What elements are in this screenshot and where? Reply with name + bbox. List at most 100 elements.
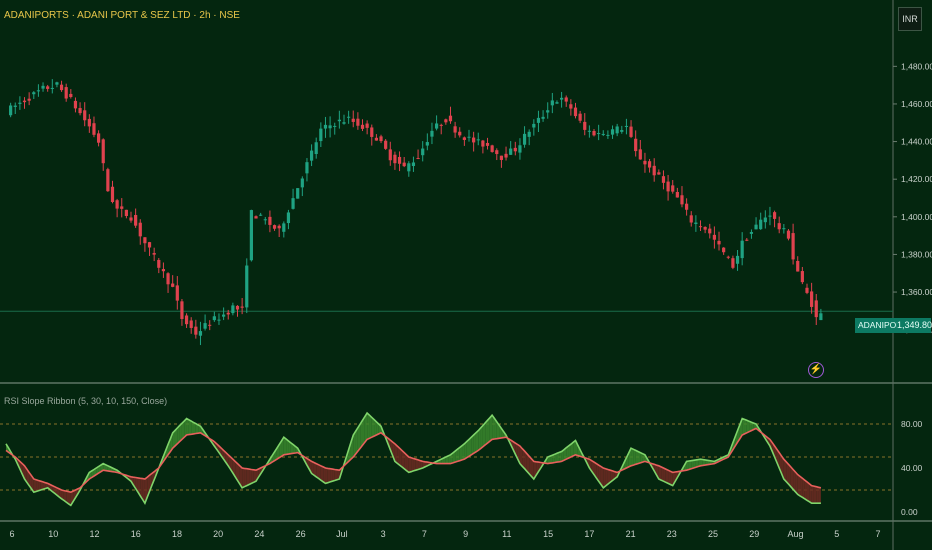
candle-down bbox=[712, 234, 716, 240]
ribbon-segment bbox=[332, 469, 335, 482]
candle-down bbox=[777, 223, 781, 230]
candle-up bbox=[300, 178, 304, 188]
candle-down bbox=[78, 108, 82, 114]
ribbon-segment bbox=[404, 452, 407, 471]
ribbon-segment bbox=[663, 468, 666, 483]
candle-up bbox=[759, 219, 763, 230]
ribbon-segment bbox=[552, 454, 555, 463]
candle-up bbox=[522, 133, 527, 145]
ribbon-segment bbox=[637, 451, 641, 464]
candle-down bbox=[573, 107, 578, 117]
candle-up bbox=[532, 123, 536, 128]
ribbon-segment bbox=[471, 435, 474, 455]
ribbon-segment bbox=[635, 450, 638, 465]
ribbon-segment bbox=[360, 420, 363, 449]
ribbon-segment bbox=[802, 478, 805, 499]
ribbon-segment bbox=[793, 469, 796, 492]
x-tick-label: 10 bbox=[48, 529, 58, 539]
ribbon-segment bbox=[790, 466, 794, 490]
ribbon-segment bbox=[306, 458, 310, 470]
candle-down bbox=[513, 147, 517, 152]
candle-down bbox=[134, 214, 138, 226]
candle-down bbox=[268, 216, 272, 225]
candle-down bbox=[717, 240, 721, 245]
candle-up bbox=[411, 162, 416, 167]
ribbon-segment bbox=[568, 444, 571, 459]
ribbon-segment bbox=[598, 465, 601, 485]
ribbon-segment bbox=[61, 490, 64, 501]
rsi-slow-line bbox=[5, 427, 822, 494]
lightning-icon[interactable]: ⚡ bbox=[808, 362, 824, 378]
ribbon-segment bbox=[313, 462, 317, 477]
candle-down bbox=[194, 326, 198, 335]
ribbon-segment bbox=[66, 491, 69, 504]
candle-down bbox=[147, 242, 152, 248]
ribbon-segment bbox=[103, 463, 106, 471]
ribbon-segment bbox=[188, 419, 192, 435]
candle-up bbox=[624, 125, 629, 127]
candle-up bbox=[620, 130, 624, 132]
ribbon-segment bbox=[487, 417, 490, 444]
candle-down bbox=[791, 233, 795, 260]
ribbon-segment bbox=[746, 420, 750, 433]
candle-down bbox=[726, 256, 730, 258]
candle-down bbox=[745, 239, 749, 241]
ribbon-segment bbox=[749, 421, 752, 432]
candle-down bbox=[171, 283, 175, 287]
x-tick-label: 21 bbox=[626, 529, 636, 539]
candle-down bbox=[462, 137, 466, 140]
candle-up bbox=[249, 210, 253, 261]
candle-down bbox=[657, 172, 661, 175]
candle-down bbox=[592, 131, 596, 136]
ribbon-segment bbox=[489, 415, 493, 442]
ribbon-segment bbox=[547, 456, 551, 464]
ribbon-segment bbox=[281, 437, 284, 457]
ribbon-segment bbox=[406, 454, 409, 473]
candle-up bbox=[694, 222, 698, 224]
ribbon-segment bbox=[376, 421, 379, 435]
ribbon-segment bbox=[804, 480, 807, 501]
ribbon-segment bbox=[251, 469, 254, 484]
x-tick-label: 6 bbox=[9, 529, 14, 539]
ribbon-segment bbox=[19, 461, 23, 475]
candle-up bbox=[763, 217, 767, 223]
ribbon-segment bbox=[466, 439, 469, 458]
ribbon-segment bbox=[168, 438, 171, 455]
candle-down bbox=[800, 271, 804, 283]
candle-down bbox=[138, 222, 142, 237]
candle-up bbox=[467, 136, 471, 138]
last-price-badge: 1,349.80 bbox=[897, 318, 932, 333]
ribbon-segment bbox=[806, 481, 810, 502]
ribbon-segment bbox=[394, 443, 398, 464]
candle-down bbox=[731, 258, 735, 268]
candle-up bbox=[749, 232, 754, 234]
currency-button[interactable]: INR bbox=[898, 7, 922, 31]
ribbon-segment bbox=[570, 442, 574, 457]
ribbon-segment bbox=[33, 479, 37, 493]
candle-up bbox=[263, 219, 267, 221]
x-tick-label: 25 bbox=[708, 529, 718, 539]
candle-up bbox=[231, 305, 235, 314]
ribbon-segment bbox=[459, 445, 463, 461]
ribbon-segment bbox=[816, 486, 819, 504]
ribbon-segment bbox=[288, 440, 291, 455]
ribbon-segment bbox=[469, 437, 472, 457]
candle-down bbox=[564, 97, 568, 102]
ribbon-segment bbox=[603, 468, 606, 488]
candle-up bbox=[212, 316, 216, 321]
axes: 1,340.001,360.001,380.001,400.001,420.00… bbox=[9, 61, 932, 539]
candle-down bbox=[416, 158, 420, 160]
ribbon-segment bbox=[475, 430, 479, 452]
candle-up bbox=[309, 150, 314, 161]
ribbon-segment bbox=[686, 461, 689, 471]
x-tick-label: 24 bbox=[254, 529, 264, 539]
candle-up bbox=[13, 105, 17, 107]
candle-down bbox=[254, 216, 258, 219]
candle-down bbox=[365, 123, 369, 128]
candle-down bbox=[499, 155, 504, 160]
candle-up bbox=[434, 123, 439, 129]
ribbon-segment bbox=[191, 421, 194, 435]
ribbon-segment bbox=[186, 418, 189, 435]
x-tick-label: 7 bbox=[422, 529, 427, 539]
